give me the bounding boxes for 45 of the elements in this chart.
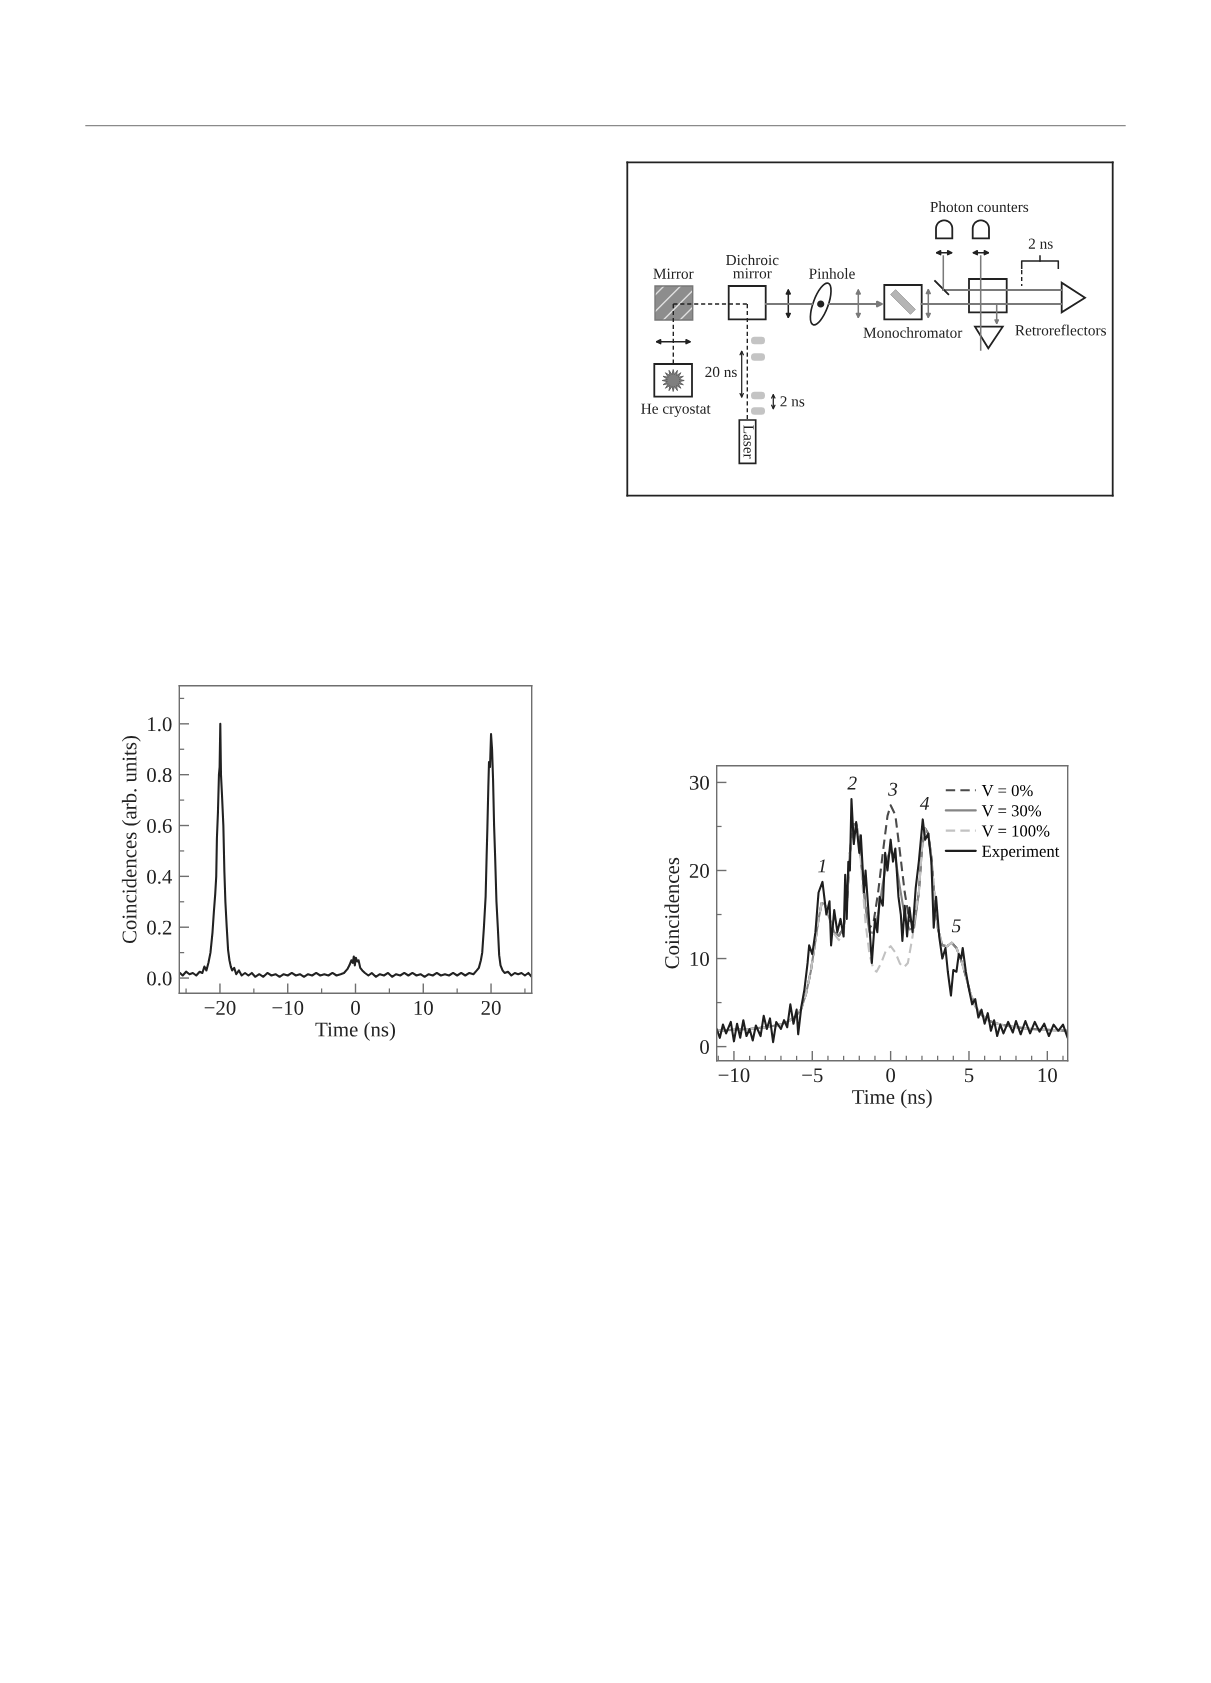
text: He cryostat bbox=[641, 403, 711, 417]
text: 2 ns bbox=[1028, 238, 1053, 249]
x-axis-title: Time (ns) bbox=[852, 1089, 932, 1109]
x-tick-label: 5 bbox=[964, 1068, 974, 1083]
text: Photon counters bbox=[930, 201, 1029, 213]
x-tick-label: −10 bbox=[718, 1068, 750, 1083]
legend-label: V = 100% bbox=[981, 825, 1050, 837]
annotation: 3 bbox=[888, 782, 898, 796]
text: Mirror bbox=[653, 268, 694, 279]
y-tick-label: 0.8 bbox=[147, 768, 172, 783]
text: Retroreflectors bbox=[1015, 324, 1106, 336]
annotation: 1 bbox=[818, 859, 826, 873]
y-axis-title: Coincidences (arb. units) bbox=[121, 735, 141, 944]
x-tick-label: 20 bbox=[481, 1000, 501, 1015]
annotation: 2 bbox=[847, 776, 857, 790]
text: Pinhole bbox=[809, 268, 855, 279]
legend-label: V = 30% bbox=[981, 805, 1042, 817]
y-tick-label: 0.2 bbox=[147, 920, 172, 935]
y-tick-label: 30 bbox=[689, 775, 709, 790]
text: Laser bbox=[743, 425, 754, 459]
x-tick-label: −10 bbox=[272, 1000, 304, 1015]
y-tick-label: 0.0 bbox=[147, 971, 172, 986]
text: Dichroic mirror bbox=[726, 254, 779, 279]
x-tick-label: −20 bbox=[204, 1000, 236, 1015]
x-axis-title: Time (ns) bbox=[315, 1021, 396, 1041]
text: 20 ns bbox=[705, 366, 737, 378]
legend-label: Experiment bbox=[982, 845, 1060, 861]
legend-label: V = 0% bbox=[981, 784, 1033, 797]
x-tick-label: 10 bbox=[414, 1000, 433, 1015]
y-tick-label: 0.6 bbox=[147, 818, 172, 834]
annotation: 4 bbox=[919, 796, 930, 810]
annotation: 5 bbox=[951, 919, 961, 933]
y-axis-title: Coincidences bbox=[664, 857, 680, 969]
y-tick-label: 10 bbox=[690, 951, 709, 966]
y-tick-label: 0 bbox=[700, 1039, 709, 1055]
y-tick-label: 1.0 bbox=[148, 717, 172, 732]
y-tick-label: 20 bbox=[689, 863, 709, 878]
x-tick-label: 0 bbox=[886, 1068, 896, 1083]
x-tick-label: −5 bbox=[802, 1068, 823, 1083]
x-tick-label: 0 bbox=[351, 1000, 360, 1015]
text: Monochromator bbox=[863, 327, 963, 338]
x-tick-label: 10 bbox=[1038, 1068, 1057, 1083]
y-tick-label: 0.4 bbox=[147, 869, 173, 884]
text: 2 ns bbox=[780, 396, 805, 407]
line-series bbox=[179, 722, 532, 978]
